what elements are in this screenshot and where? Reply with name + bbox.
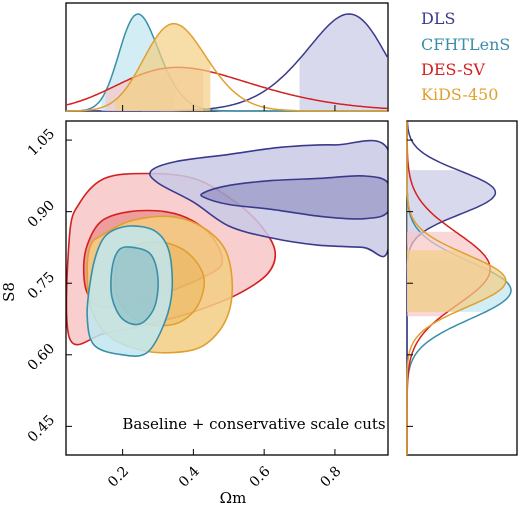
kids-450-omega-m-marginal [65,22,388,112]
x-tick-label: 0.8 [317,463,344,490]
dls-contour-68 [200,174,388,220]
s8-marginal-panel [406,120,518,456]
main-contour-panel: 0.2 0.4 0.6 0.8 0.45 0.60 0.75 0.90 1.05 Baselin… [0,105,413,507]
legend-item-des-sv: DES-SV [421,60,485,79]
y-tick-label: 0.75 [25,269,58,302]
dls-omega-m-band [299,14,388,111]
y-axis-label: S8 [0,282,18,302]
des-sv-omega-m-marginal [65,66,388,110]
y-tick-label: 0.60 [25,341,58,374]
legend-item-kids-450: KiDS-450 [421,85,498,104]
kids-450-s8-marginal [406,121,507,455]
dls-contour-95 [148,139,388,258]
y-tick-label: 1.05 [25,126,58,159]
omega-m-marginal-panel [65,2,389,112]
legend-item-cfhtlens: CFHTLenS [421,35,510,54]
main-panel-frame [65,120,389,456]
y-tick-label: 0.90 [25,198,58,231]
x-tick-label: 0.4 [176,463,203,490]
x-tick-label: 0.2 [105,463,132,490]
cfhtlens-contour-95 [86,225,174,357]
x-axis-label: Ωm [220,489,247,507]
legend-item-dls: DLS [421,9,455,28]
cfhtlens-contour-68 [110,246,159,326]
dls-s8-band [407,170,496,245]
x-tick-label: 0.6 [247,463,274,490]
kids-450-s8-band [407,250,506,312]
annotation-text: Baseline + conservative scale cuts [122,415,385,433]
y-tick-label: 0.45 [25,412,58,445]
legend: DLS CFHTLenS DES-SV KiDS-450 [421,9,510,104]
kids-450-omega-m-band [115,23,211,112]
